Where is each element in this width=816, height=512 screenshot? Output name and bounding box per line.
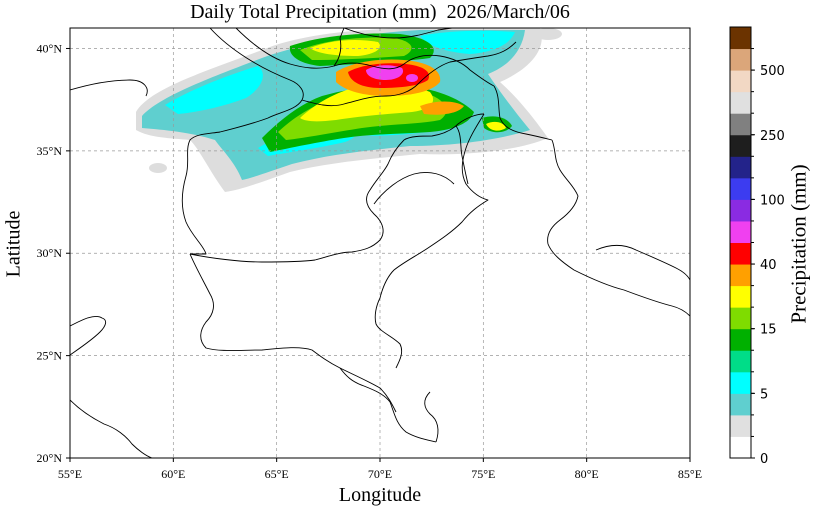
colorbar-swatch	[730, 242, 751, 265]
border-afghanistan-pakistan	[189, 113, 485, 263]
border-india-china	[547, 139, 690, 317]
x-tick-labels: 55°E 60°E 65°E 70°E 75°E 80°E 85°E	[58, 458, 702, 481]
colorbar-tick-label: 100	[760, 193, 785, 208]
border-india-internal	[373, 172, 455, 205]
colorbar-swatch	[730, 70, 751, 93]
colorbar-swatch	[730, 371, 751, 394]
colorbar-swatch	[730, 264, 751, 287]
colorbar-swatch	[730, 350, 751, 373]
border-pakistan-india	[374, 113, 489, 369]
colorbar-swatch	[730, 393, 751, 416]
y-tick-label: 30°N	[37, 246, 63, 260]
colorbar-swatch	[730, 199, 751, 222]
map-title: Daily Total Precipitation (mm) 2026/Marc…	[190, 1, 570, 23]
colorbar-swatch	[730, 328, 751, 351]
colorbar-swatch	[730, 177, 751, 200]
colorbar-tick-label: 0	[760, 452, 768, 467]
y-tick-labels: 20°N 25°N 30°N 35°N 40°N	[37, 41, 70, 465]
gridlines	[70, 28, 690, 458]
border-china-east	[493, 85, 553, 141]
colorbar-tick-label: 15	[760, 323, 777, 338]
y-tick-label: 40°N	[37, 41, 63, 55]
precipitation-field	[136, 28, 562, 192]
colorbar-tick-label: 40	[760, 258, 777, 273]
y-tick-label: 25°N	[37, 349, 63, 363]
colorbar-swatch	[730, 220, 751, 243]
colorbar-swatch	[730, 113, 751, 136]
coast-india-west	[424, 391, 439, 443]
colorbar: 0 5 15 40 100 250 500	[729, 26, 785, 467]
colorbar-swatch	[730, 436, 751, 459]
border-afghanistan-north	[301, 41, 517, 107]
y-tick-label: 20°N	[37, 451, 63, 465]
colorbar-swatch	[730, 91, 751, 114]
country-borders	[70, 28, 690, 458]
precip-layer-magenta	[366, 65, 418, 82]
x-tick-label: 60°E	[161, 467, 185, 481]
colorbar-swatch	[730, 414, 751, 437]
border-iran-afghanistan	[181, 28, 304, 255]
x-tick-label: 80°E	[575, 467, 599, 481]
colorbar-swatch	[730, 285, 751, 308]
border-tajikistan	[333, 54, 495, 87]
y-tick-label: 35°N	[37, 144, 63, 158]
border-iran-west-fragment	[70, 79, 148, 97]
x-tick-label: 75°E	[471, 467, 495, 481]
border-nepal-east	[595, 245, 690, 281]
colorbar-swatch	[730, 156, 751, 179]
colorbar-tick-label: 250	[760, 129, 785, 144]
x-tick-label: 70°E	[368, 467, 392, 481]
x-tick-label: 55°E	[58, 467, 82, 481]
colorbar-swatch	[730, 307, 751, 330]
coast-arabian-sea	[70, 315, 107, 356]
border-uzbekistan	[235, 28, 345, 69]
colorbar-swatch	[730, 134, 751, 157]
x-tick-label: 85°E	[678, 467, 702, 481]
coast-pakistan	[189, 253, 397, 413]
colorbar-swatch	[730, 27, 751, 50]
colorbar-tick-label: 500	[760, 64, 785, 79]
x-axis-label: Longitude	[338, 484, 422, 506]
coast-gujarat	[339, 367, 437, 443]
colorbar-tick-label: 5	[760, 387, 768, 402]
border-kyrgyzstan	[343, 28, 453, 39]
border-kashmir-loc	[455, 125, 469, 185]
colorbar-swatch	[730, 48, 751, 71]
x-tick-label: 65°E	[265, 467, 289, 481]
coast-oman	[70, 399, 153, 458]
